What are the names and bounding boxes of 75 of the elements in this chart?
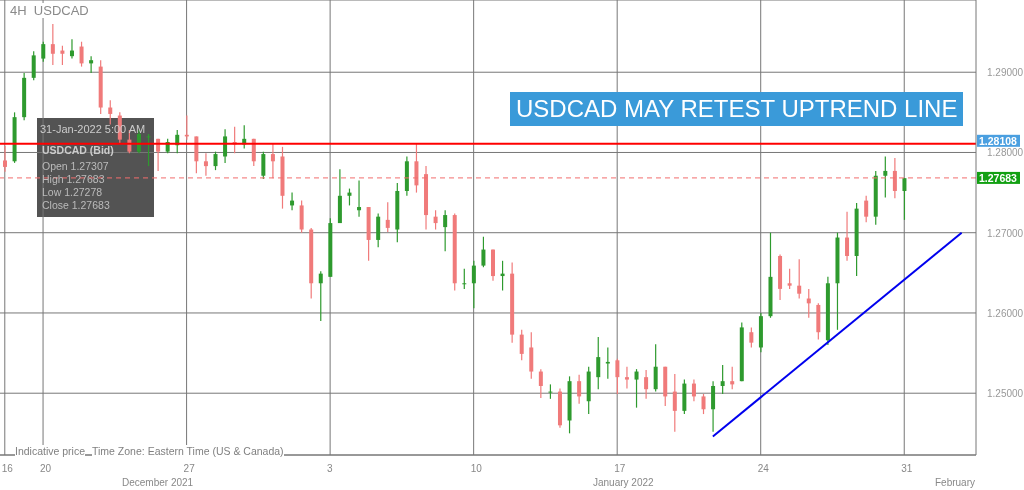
- x-tick-label: 24: [757, 463, 770, 474]
- x-tick-label: 10: [470, 463, 483, 474]
- x-tick-label: 27: [183, 463, 196, 474]
- y-tick-label: 1.28000: [987, 147, 1024, 159]
- candlestick: [357, 179, 362, 218]
- text: February: [935, 477, 976, 488]
- candlestick: [701, 393, 706, 415]
- candlestick: [711, 380, 716, 433]
- candlestick: [41, 41, 46, 63]
- candlestick: [892, 157, 897, 199]
- candlestick: [376, 212, 381, 248]
- candlestick: [385, 201, 390, 233]
- y-tick-label: 1.25000: [987, 388, 1024, 400]
- candlestick: [146, 133, 151, 167]
- annotation: Indicative price: [15, 445, 86, 457]
- candlestick: [864, 195, 869, 223]
- annotation: Open 1.27307: [42, 160, 109, 172]
- candlestick: [624, 366, 629, 389]
- candlestick: [31, 50, 36, 81]
- x-tick-label: 3: [327, 463, 334, 474]
- candlestick: [749, 326, 754, 349]
- chart-title: 4H USDCAD: [8, 3, 91, 18]
- y-tick-label: 1.27000: [987, 227, 1024, 239]
- candlestick: [481, 236, 486, 268]
- x-tick-label: 16: [1, 463, 14, 474]
- candlestick: [69, 38, 74, 60]
- annotation: USDCAD (Bid): [42, 144, 114, 156]
- candlestick: [672, 373, 677, 433]
- candlestick: [443, 209, 448, 252]
- ref-line-label: 1.28108: [979, 134, 1018, 147]
- candlestick: [653, 343, 658, 393]
- candlestick: [89, 55, 94, 74]
- ref-line-label: 1.27683: [979, 171, 1018, 184]
- candlestick: [787, 268, 792, 290]
- text: January 2022: [593, 477, 654, 488]
- candlestick: [615, 358, 620, 395]
- candlestick: [538, 368, 543, 399]
- candlestick: [203, 152, 208, 177]
- x-tick-label: 31: [901, 463, 913, 474]
- candlestick: [634, 368, 639, 409]
- candlestick: [433, 209, 438, 231]
- x-tick-label: 17: [614, 463, 626, 474]
- candlestick: [79, 41, 84, 68]
- candlestick: [845, 211, 850, 262]
- candlestick: [50, 23, 55, 66]
- candlestick: [596, 336, 601, 390]
- candlestick: [108, 99, 113, 125]
- candlestick: [462, 268, 467, 290]
- candlestick: [577, 374, 582, 405]
- text: December 2021: [122, 477, 194, 488]
- annotation: Low 1.27278: [42, 186, 103, 198]
- candlestick: [644, 369, 649, 400]
- candlestick: [60, 45, 65, 66]
- candlestick: [270, 143, 275, 179]
- candlestick: [730, 366, 735, 390]
- y-tick-label: 1.26000: [987, 307, 1024, 319]
- candlestick: [720, 364, 725, 395]
- candlestick: [3, 145, 7, 173]
- candlestick: [213, 151, 218, 171]
- candlestick: [261, 151, 266, 180]
- candlestick: [883, 155, 888, 199]
- annotation: High 1.27683: [42, 173, 105, 185]
- annotation: Time Zone: Eastern Time (US & Canada): [92, 445, 284, 457]
- annotation: USDCAD MAY RETEST UPTREND LINE: [510, 92, 964, 126]
- candlestick: [471, 260, 476, 309]
- x-tick-label: 20: [40, 463, 52, 474]
- y-tick-label: 1.29000: [987, 67, 1024, 79]
- annotation: Close 1.27683: [42, 199, 110, 211]
- candlestick: [605, 346, 610, 380]
- candlestick: [797, 258, 802, 300]
- candlestick: [902, 177, 907, 221]
- candlestick: [223, 128, 228, 164]
- candlestick: [519, 329, 524, 361]
- candlestick: [318, 270, 323, 322]
- candlestick: [691, 378, 696, 402]
